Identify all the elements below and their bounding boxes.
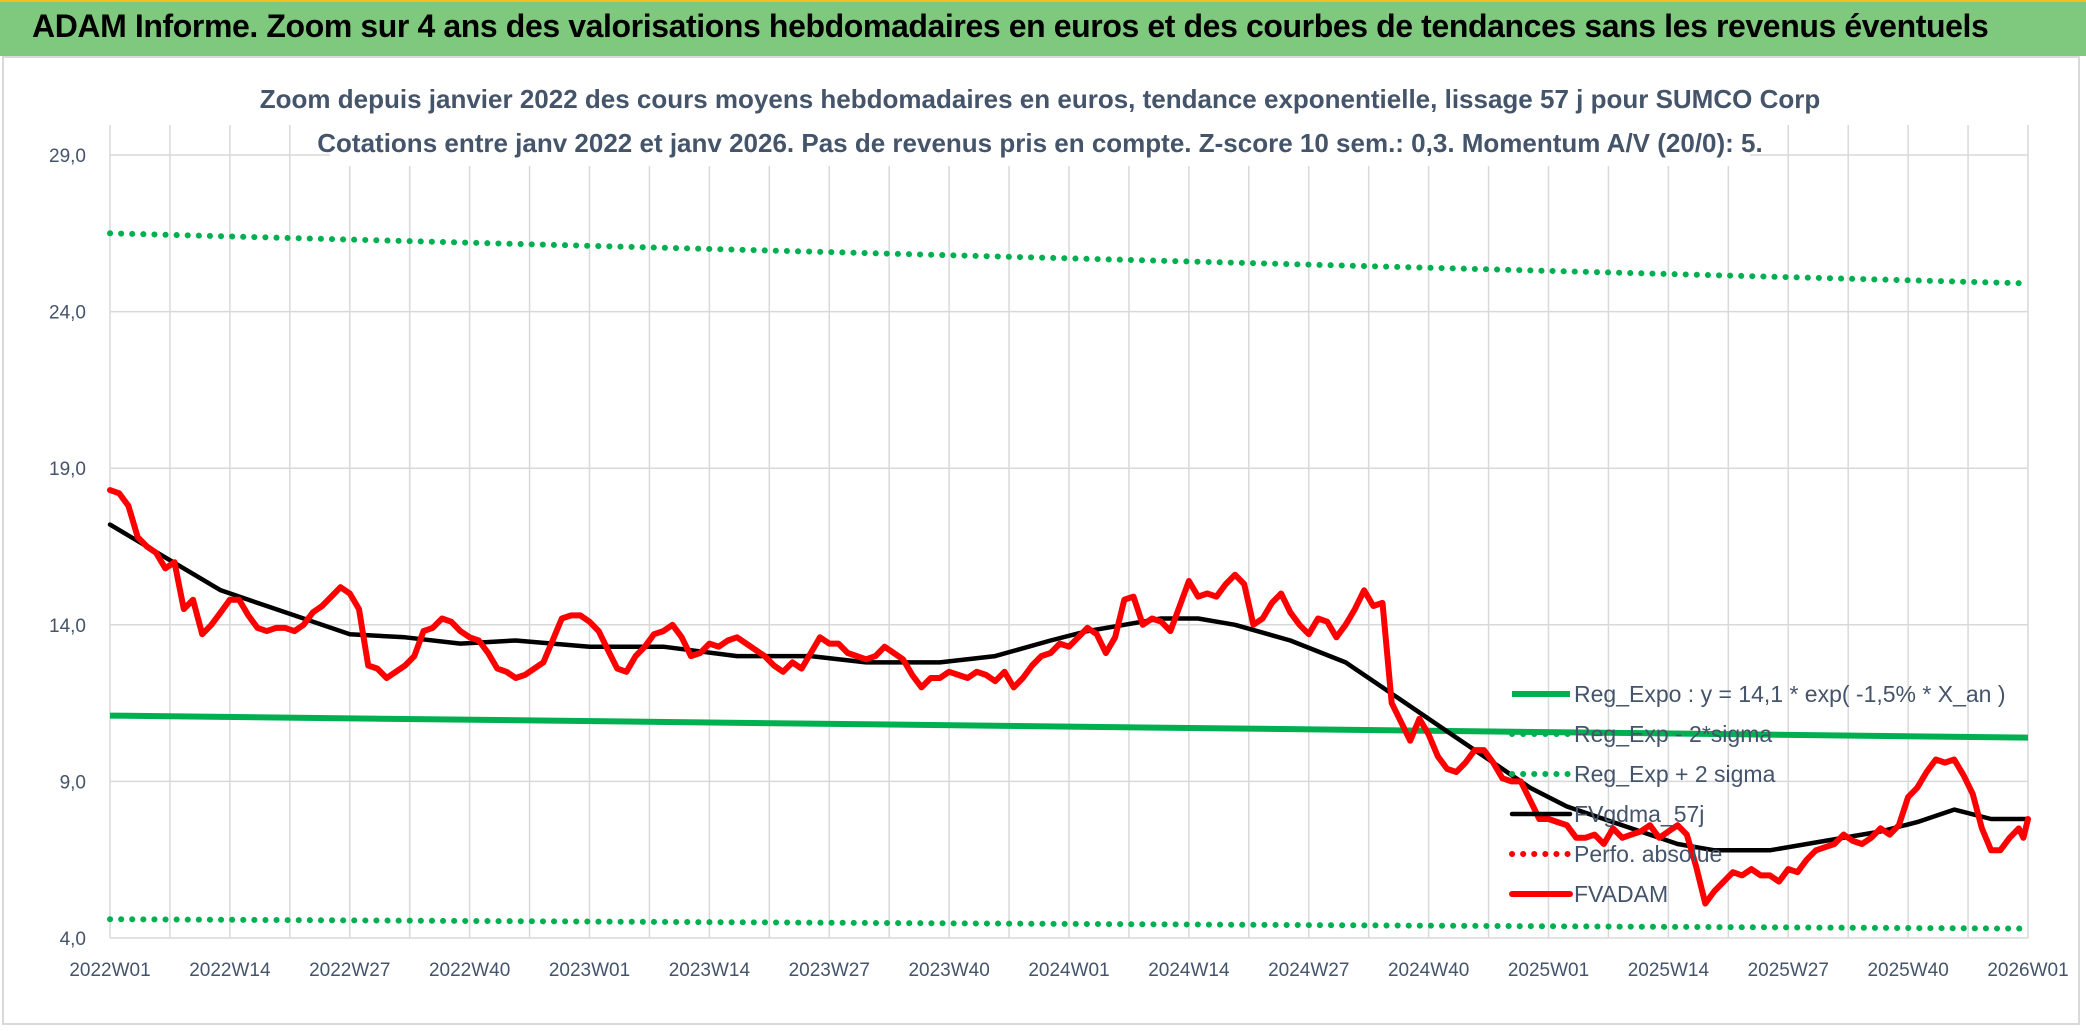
x-tick-label: 2022W40 (429, 960, 510, 981)
x-tick-label: 2025W01 (1508, 960, 1589, 981)
x-tick-label: 2025W14 (1628, 960, 1710, 981)
x-tick-label: 2024W27 (1268, 960, 1349, 981)
y-tick-label: 29,0 (49, 146, 86, 167)
legend-label: FVADAM (1574, 881, 1668, 907)
y-tick-label: 24,0 (49, 303, 86, 324)
series-line-2 (107, 230, 2031, 287)
x-tick-label: 2024W40 (1388, 960, 1469, 981)
series-line-1 (107, 916, 2031, 932)
legend-label: FVgdma_57j (1574, 801, 1704, 827)
y-tick-label: 4,0 (60, 929, 86, 950)
y-tick-label: 14,0 (49, 616, 86, 637)
y-tick-label: 9,0 (60, 772, 86, 793)
series-line-5 (107, 487, 2031, 907)
x-tick-label: 2022W14 (189, 960, 271, 981)
y-tick-label: 19,0 (49, 459, 86, 480)
axis-tick-labels: 4,0 9,0 14,0 19,0 24,0 29,0 2022W01 2022W14 2022… (49, 146, 2069, 981)
x-tick-label: 2025W27 (1748, 960, 1829, 981)
legend-label: Reg_Exp - 2*sigma (1574, 721, 1772, 747)
series-line-3 (107, 522, 2031, 853)
x-tick-label: 2026W01 (1987, 960, 2068, 981)
x-tick-label: 2023W27 (789, 960, 870, 981)
subtitle-background (330, 80, 1750, 166)
x-tick-label: 2022W27 (309, 960, 390, 981)
legend-label: Perfo. absolue (1574, 841, 1722, 867)
x-tick-label: 2022W01 (69, 960, 150, 981)
series-lines (107, 230, 2031, 932)
page-title: ADAM Informe. Zoom sur 4 ans des valoris… (32, 8, 1989, 44)
x-tick-label: 2023W01 (549, 960, 630, 981)
legend-label: Reg_Exp + 2 sigma (1574, 761, 1776, 787)
legend-label: Reg_Expo : y = 14,1 * exp( -1,5% * X_an … (1574, 681, 2006, 707)
x-tick-label: 2024W01 (1028, 960, 1109, 981)
header-banner: ADAM Informe. Zoom sur 4 ans des valoris… (0, 0, 2086, 56)
chart-frame (2, 56, 2080, 1025)
chart-title-line1: Zoom depuis janvier 2022 des cours moyen… (260, 84, 1820, 114)
x-tick-label: 2024W14 (1148, 960, 1230, 981)
x-tick-label: 2023W40 (908, 960, 989, 981)
grid-lines (109, 125, 2029, 939)
x-tick-label: 2025W40 (1867, 960, 1948, 981)
series-line-0 (109, 712, 2029, 741)
chart-title-line2: Cotations entre janv 2022 et janv 2026. … (317, 128, 1762, 158)
legend: Reg_Expo : y = 14,1 * exp( -1,5% * X_an … (1509, 681, 2006, 907)
x-tick-label: 2023W14 (669, 960, 751, 981)
